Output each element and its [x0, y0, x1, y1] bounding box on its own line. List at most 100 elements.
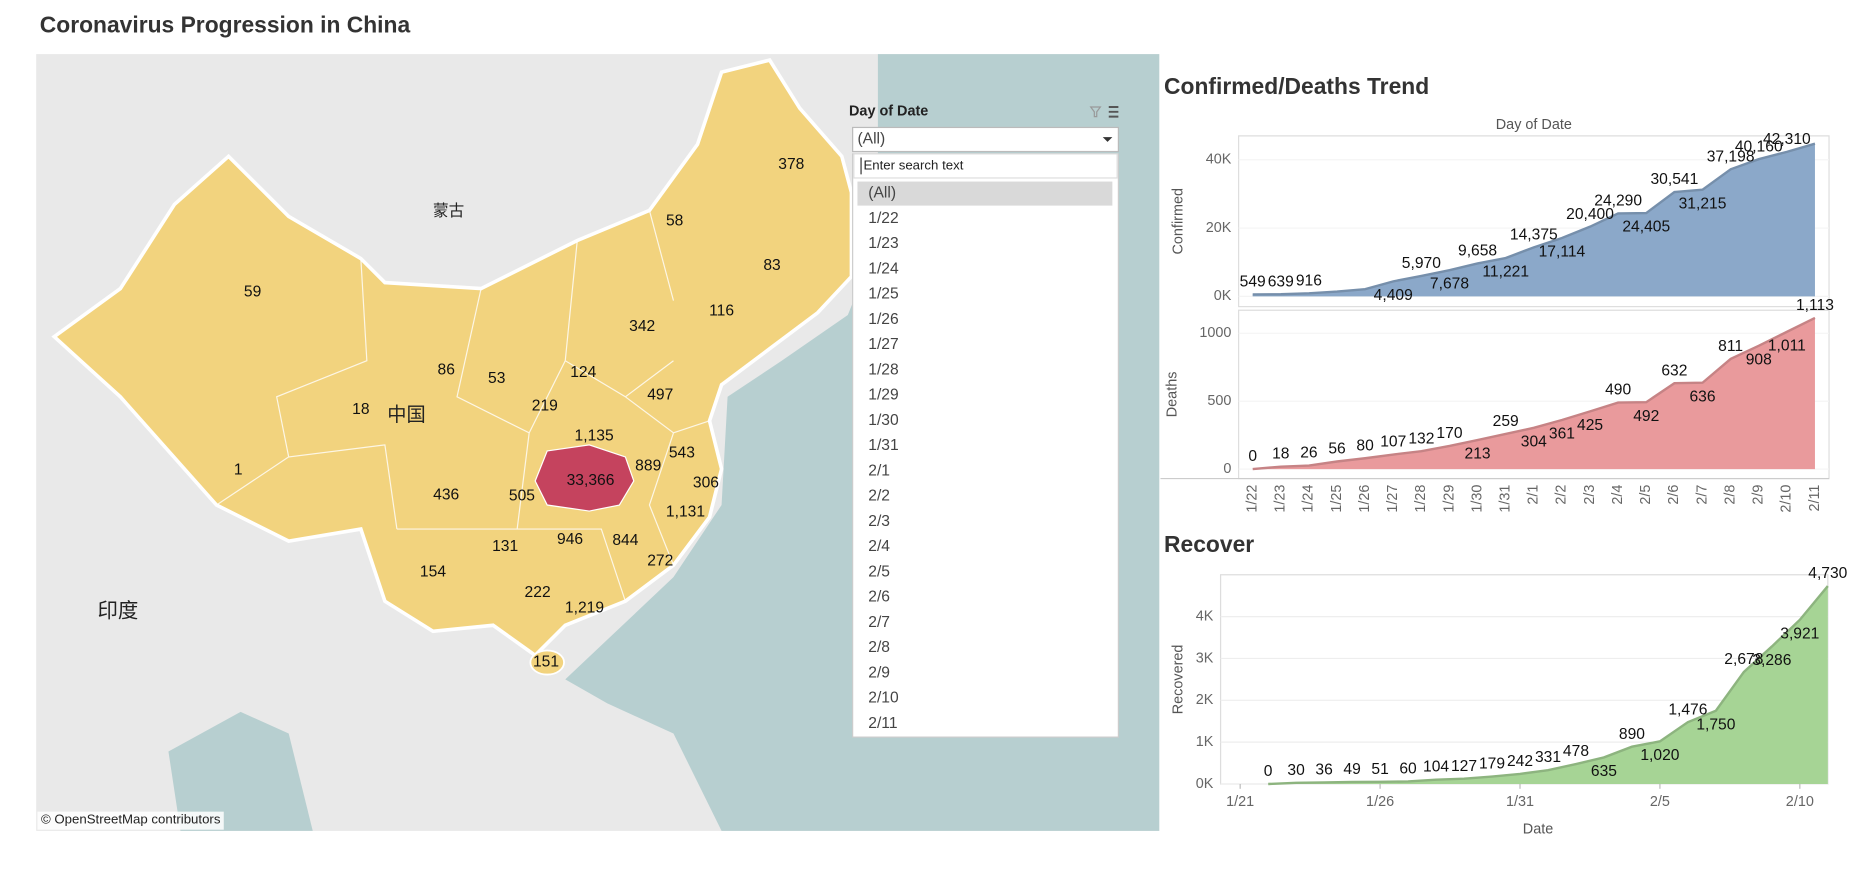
- map-label: 543: [669, 444, 695, 461]
- option[interactable]: 1/30: [868, 412, 899, 429]
- option[interactable]: 2/3: [868, 513, 890, 530]
- option[interactable]: 2/2: [868, 488, 890, 505]
- option[interactable]: 1/22: [868, 210, 898, 227]
- x-tick-label: 2/4: [1610, 485, 1626, 505]
- dashboard-title: Coronavirus Progression in China: [40, 11, 411, 37]
- data-label: 26: [1300, 445, 1317, 462]
- data-label: 5,970: [1402, 255, 1441, 272]
- map-label: 219: [532, 398, 558, 415]
- data-label: 549: [1240, 274, 1266, 291]
- search-box[interactable]: [853, 153, 1118, 179]
- data-label: 17,114: [1539, 243, 1586, 260]
- y-tick-label: 2K: [1196, 692, 1214, 708]
- dropdown[interactable]: [852, 126, 1119, 153]
- data-label: 36: [1315, 762, 1332, 779]
- menu-icon[interactable]: [1108, 106, 1119, 118]
- x-tick-label: 1/26: [1366, 794, 1394, 810]
- option[interactable]: 1/25: [868, 286, 899, 303]
- data-label: 31,215: [1679, 195, 1727, 212]
- y-tick-label: 1000: [1199, 325, 1231, 341]
- data-label: 51: [1371, 761, 1388, 778]
- x-tick-label: 1/31: [1506, 794, 1534, 810]
- data-label: 11,221: [1482, 264, 1529, 281]
- hainan-region[interactable]: [529, 649, 565, 676]
- data-label: 1,020: [1640, 747, 1679, 764]
- option[interactable]: 2/4: [868, 538, 890, 555]
- data-label: 56: [1328, 441, 1345, 458]
- map-label: 505: [509, 488, 535, 505]
- option[interactable]: 2/1: [868, 462, 890, 479]
- data-label: 242: [1507, 753, 1533, 770]
- x-tick-label: 2/9: [1751, 485, 1767, 505]
- data-label: 3,921: [1780, 625, 1819, 642]
- x-tick-label: 1/31: [1498, 485, 1514, 513]
- x-tick-label: 2/7: [1694, 485, 1710, 505]
- x-tick-label: 1/30: [1469, 485, 1485, 513]
- china-region[interactable]: [51, 58, 854, 658]
- filter-icon[interactable]: [1089, 106, 1102, 118]
- data-label: 1,750: [1696, 716, 1735, 733]
- y-axis-title: Deaths: [1164, 372, 1180, 418]
- option[interactable]: 1/31: [868, 437, 898, 454]
- option[interactable]: 2/8: [868, 639, 890, 656]
- map-label: 378: [778, 156, 804, 173]
- map-label: 497: [647, 387, 673, 404]
- option[interactable]: 1/27: [868, 336, 898, 353]
- hubei-region[interactable]: [534, 444, 635, 512]
- x-tick-label: 1/25: [1329, 485, 1345, 513]
- map-label: 436: [433, 487, 459, 504]
- option[interactable]: 1/24: [868, 260, 899, 277]
- option[interactable]: 2/11: [868, 715, 897, 732]
- option[interactable]: 1/26: [868, 311, 898, 328]
- map-label: 154: [420, 563, 446, 580]
- option[interactable]: 1/29: [868, 387, 898, 404]
- place-name: 印度: [98, 599, 139, 622]
- x-tick-label: 2/2: [1554, 485, 1570, 505]
- x-tick-label: 2/5: [1638, 485, 1654, 505]
- data-label: 179: [1479, 756, 1505, 773]
- map-label: 116: [709, 303, 734, 320]
- data-label: 60: [1399, 761, 1417, 778]
- x-tick-label: 2/5: [1650, 794, 1670, 810]
- options: (All) 1/22 1/23 1/24 1/25 1/26 1/27 1/28 1/29 1/3…: [857, 181, 1113, 732]
- attribution[interactable]: © OpenStreetMap contributors: [41, 812, 221, 827]
- date-filter[interactable]: Day of Date (All) Enter search text (All…: [849, 104, 1119, 738]
- x-tick-label: 1/21: [1226, 794, 1254, 810]
- option[interactable]: 1/23: [868, 235, 898, 252]
- dropdown-value: (All): [857, 131, 885, 148]
- x-tick-label: 2/6: [1666, 485, 1682, 505]
- x-tick-label: 2/10: [1779, 485, 1795, 513]
- data-label: 30,541: [1650, 171, 1698, 188]
- x-tick-label: 1/29: [1441, 485, 1457, 513]
- option[interactable]: 2/10: [868, 690, 899, 707]
- data-label: 492: [1633, 408, 1659, 425]
- data-label: 632: [1661, 362, 1687, 379]
- option[interactable]: 1/28: [868, 361, 899, 378]
- data-label: 7,678: [1430, 276, 1469, 293]
- place-name: 中国: [387, 404, 425, 426]
- map-label: 946: [557, 531, 583, 548]
- data-label: 259: [1493, 413, 1519, 430]
- data-label: 0: [1248, 448, 1257, 465]
- map-label: 1,135: [575, 428, 614, 445]
- x-tick-label: 1/22: [1244, 485, 1260, 513]
- data-label: 811: [1718, 338, 1743, 355]
- data-label: 1,476: [1668, 701, 1707, 718]
- map-label: 124: [570, 364, 596, 381]
- y-axis-title: Confirmed: [1170, 188, 1186, 254]
- map-label: 844: [612, 532, 638, 549]
- data-label: 30: [1287, 762, 1305, 779]
- option[interactable]: 2/5: [868, 563, 890, 580]
- data-label: 908: [1746, 351, 1772, 368]
- map-label: 222: [525, 584, 551, 601]
- area-line: [1252, 316, 1816, 471]
- option[interactable]: 2/6: [868, 589, 890, 606]
- data-label: 635: [1591, 763, 1617, 780]
- option[interactable]: (All): [868, 185, 896, 202]
- area-line: [1252, 142, 1816, 296]
- option[interactable]: 2/7: [868, 614, 890, 631]
- map-label: 59: [244, 283, 261, 300]
- x-tick-label: 2/3: [1582, 485, 1598, 505]
- area: [1252, 317, 1815, 470]
- option[interactable]: 2/9: [868, 664, 890, 681]
